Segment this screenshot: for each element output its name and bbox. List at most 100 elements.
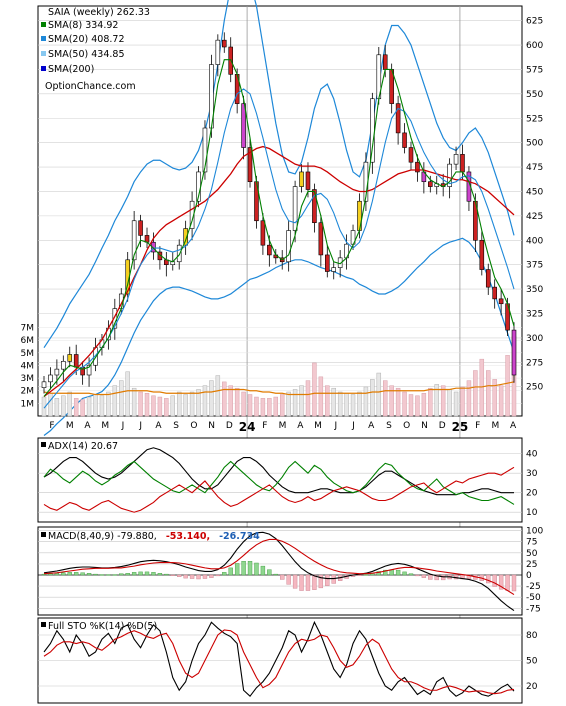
month-label: M: [66, 421, 74, 431]
month-label: D: [439, 421, 446, 431]
price-tick-label: 575: [526, 65, 543, 75]
indicator-line: [43, 620, 515, 698]
macd-histogram-bar: [215, 574, 221, 577]
volume-tick-label: 3M: [21, 374, 35, 384]
source-label: OptionChance.com: [45, 81, 136, 92]
volume-bar: [247, 394, 253, 417]
price-grid: [38, 6, 522, 703]
macd-histogram-bar: [440, 574, 446, 581]
volume-bar: [144, 393, 150, 417]
macd-histogram-bar: [402, 571, 407, 576]
volume-bar: [363, 386, 369, 417]
volume-bar: [447, 389, 452, 417]
month-label: D: [226, 421, 233, 431]
volume-bar: [344, 393, 349, 417]
macd-histogram-bar: [280, 574, 285, 580]
legend: SAIA (weekly) 262.33 SMA(8) 334.92 SMA(2…: [41, 7, 150, 92]
macd-signal-value: -53.140,: [166, 531, 210, 542]
adx-title: ADX(14) 20.67: [48, 441, 118, 452]
volume-bar: [428, 387, 433, 417]
legend-sma20: SMA(20) 408.72: [48, 34, 125, 45]
macd-histogram-bar: [222, 572, 227, 576]
price-panel: 6256005755505255004754504254003753503253…: [21, 0, 543, 703]
price-candle: [370, 98, 375, 163]
legend-swatch-sma20: [41, 36, 46, 41]
month-label: A: [297, 421, 304, 431]
macd-hist-value: -26.734: [219, 531, 260, 542]
volume-bar: [164, 398, 169, 417]
price-candle: [286, 230, 291, 263]
volume-bar: [131, 387, 137, 417]
indicator-tick-label: 10: [526, 508, 538, 518]
volume-bar: [99, 395, 105, 417]
indicator-line: [43, 447, 514, 496]
month-label: M: [314, 421, 322, 431]
price-candle: [183, 228, 188, 246]
macd-histogram-bar: [86, 573, 92, 576]
price-candle: [479, 239, 485, 270]
price-axis-labels: 625 600 575 550 525 500 475 450 425 400 375 350 325 3…: [526, 17, 543, 393]
sto-axis-labels: 80 50 20: [526, 631, 538, 692]
price-candle: [86, 364, 92, 376]
indicator-tick-label: -75: [526, 604, 541, 614]
price-candle: [415, 161, 420, 173]
sma8-line: [43, 59, 515, 397]
price-tick-label: 500: [526, 139, 543, 149]
sma-long-line: [43, 145, 515, 397]
price-candle: [144, 235, 150, 243]
volume-tick-label: 2M: [21, 387, 35, 397]
price-panel-frame: [37, 5, 523, 417]
indicator-line: [43, 460, 515, 505]
month-label: S: [386, 421, 392, 431]
price-candle: [460, 154, 465, 173]
adx-legend-swatch: [41, 442, 46, 447]
adx-panel: 40 30 20 10 ADX(14) 20.67: [37, 437, 538, 523]
volume-bar: [273, 396, 279, 417]
sto-panel: 80 50 20 Full STO %K(14) %D(5): [37, 617, 538, 704]
month-label: O: [403, 421, 410, 431]
macd-histogram-bar: [312, 574, 317, 590]
macd-histogram-bar: [486, 574, 491, 584]
macd-histogram-bar: [209, 574, 214, 578]
macd-histogram-bar: [363, 574, 369, 576]
macd-histogram-bar: [67, 572, 72, 576]
macd-histogram-bar: [415, 574, 420, 577]
volume-bar: [112, 385, 118, 417]
volume-bar: [215, 375, 221, 417]
macd-histogram-bar: [131, 572, 137, 576]
volume-bar: [402, 391, 407, 417]
volume-bar: [498, 385, 504, 417]
year-label: 24: [239, 420, 256, 434]
volume-bar: [228, 385, 233, 417]
macd-histogram-bar: [383, 569, 388, 576]
price-candle: [131, 220, 137, 261]
macd-histogram-bar: [357, 574, 362, 577]
legend-swatch-sma8: [41, 22, 46, 27]
indicator-line: [43, 538, 515, 596]
volume-bar: [370, 379, 375, 417]
volume-bar: [86, 396, 92, 417]
macd-histogram-bar: [196, 574, 201, 580]
volume-bar: [196, 389, 201, 417]
sto-lines: [43, 620, 515, 698]
macd-histogram-bar: [421, 574, 427, 578]
legend-sma200: SMA(200): [48, 64, 94, 75]
macd-histogram-bar: [93, 573, 98, 576]
volume-bar: [466, 380, 472, 417]
price-candle: [61, 361, 66, 370]
svg-text:MACD(8,40,9) -79.880, -5: MACD(8,40,9) -79.880, -53.140, -26.734: [48, 531, 260, 542]
volume-bar: [106, 391, 111, 417]
price-tick-label: 425: [526, 212, 543, 222]
macd-histogram-bar: [292, 574, 298, 589]
price-candle: [67, 354, 73, 362]
volume-bar: [183, 394, 188, 417]
price-candle: [331, 267, 337, 272]
indicator-tick-label: 40: [526, 450, 538, 460]
macd-histogram-bar: [99, 574, 105, 576]
month-label: J: [351, 421, 355, 431]
macd-histogram-bar: [119, 573, 124, 576]
macd-histogram-bar: [41, 573, 47, 576]
price-tick-label: 325: [526, 310, 543, 320]
price-candle: [325, 254, 330, 272]
